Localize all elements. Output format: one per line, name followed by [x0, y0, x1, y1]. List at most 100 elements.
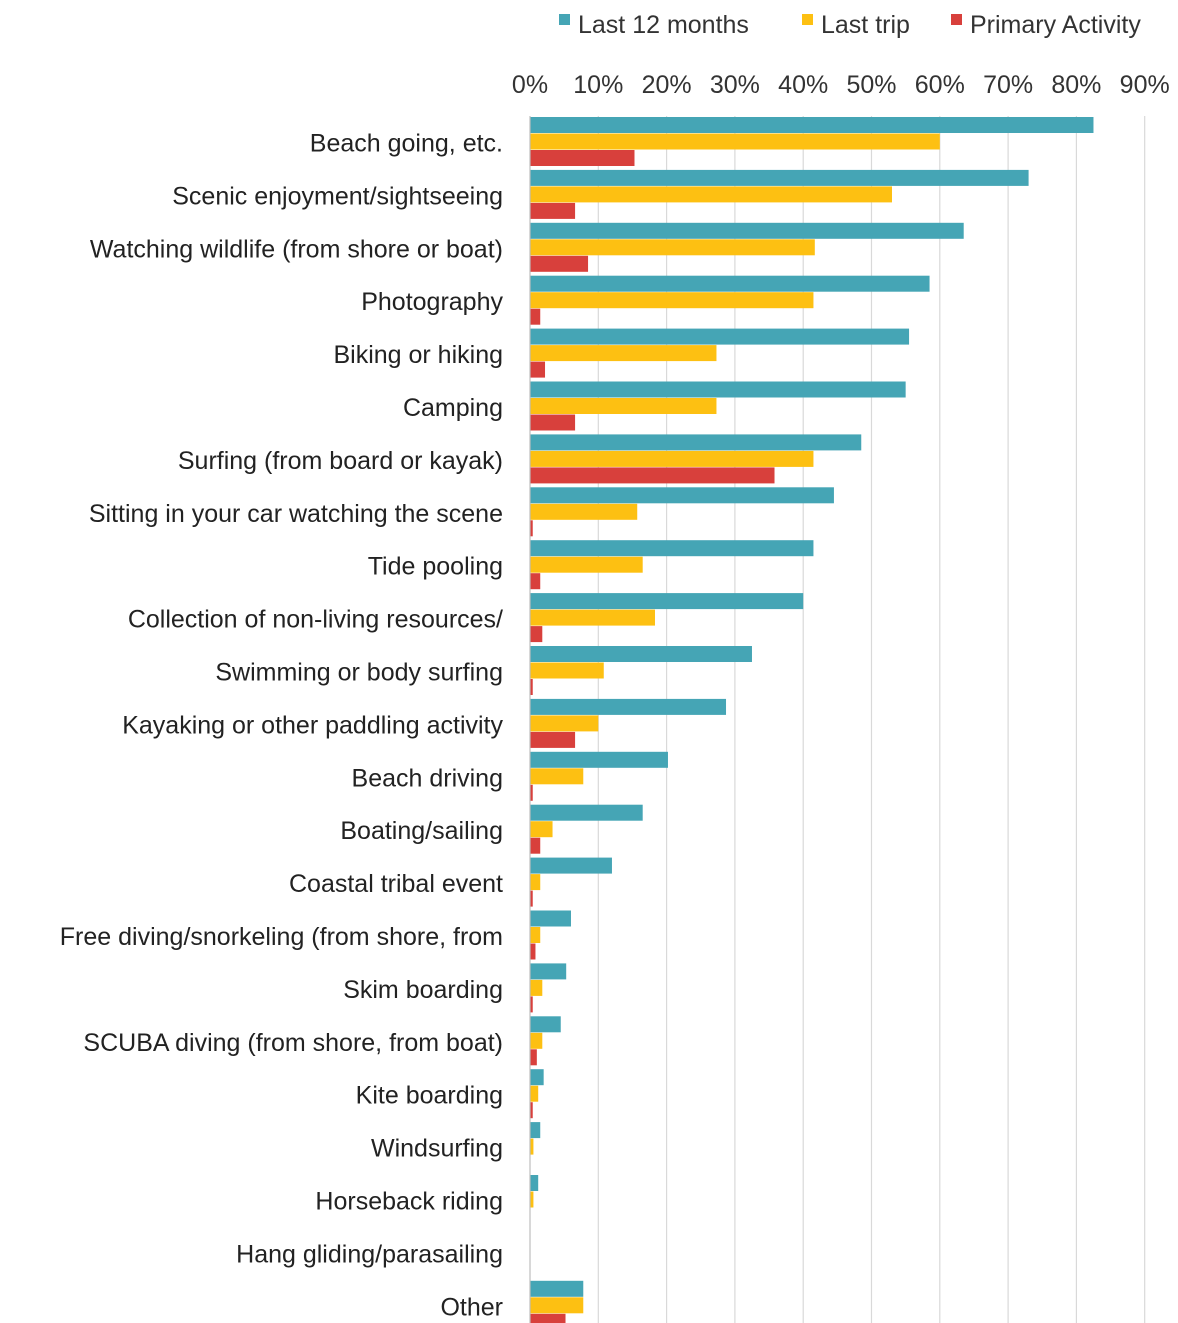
bar-last-12-months-boating-sailing	[530, 804, 643, 821]
bar-last-12-months-free-diving-snorkeling-from-shore-from	[530, 910, 571, 927]
x-tick-label-90: 90%	[1120, 71, 1170, 99]
bar-primary-activity-collection-of-non-living-resources	[530, 626, 543, 643]
x-tick-label-80: 80%	[1051, 71, 1101, 99]
bar-last-trip-collection-of-non-living-resources	[530, 609, 655, 626]
legend-swatch-last-12-months	[559, 14, 570, 25]
category-label-beach-going-etc: Beach going, etc.	[310, 129, 503, 157]
bar-primary-activity-beach-going-etc	[530, 150, 635, 166]
bar-last-12-months-swimming-or-body-surfing	[530, 646, 752, 662]
bar-last-trip-free-diving-snorkeling-from-shore-from	[530, 927, 541, 943]
legend-swatch-primary-activity	[951, 14, 962, 25]
bar-last-12-months-watching-wildlife-from-shore-or-boat	[530, 222, 964, 239]
bar-last-trip-swimming-or-body-surfing	[530, 662, 604, 679]
bar-primary-activity-watching-wildlife-from-shore-or-boat	[530, 255, 589, 272]
bar-last-12-months-kite-boarding	[530, 1069, 544, 1086]
category-label-kite-boarding: Kite boarding	[356, 1082, 503, 1110]
bar-primary-activity-free-diving-snorkeling-from-shore-from	[530, 943, 536, 960]
bar-last-trip-horseback-riding	[530, 1191, 534, 1208]
category-label-surfing-from-board-or-kayak: Surfing (from board or kayak)	[178, 447, 503, 475]
bar-primary-activity-coastal-tribal-event	[530, 890, 533, 907]
bar-last-trip-tide-pooling	[530, 556, 643, 573]
bar-last-trip-coastal-tribal-event	[530, 874, 541, 891]
bar-last-12-months-other	[530, 1280, 584, 1297]
category-label-tide-pooling: Tide pooling	[368, 553, 503, 581]
bar-last-12-months-horseback-riding	[530, 1175, 539, 1191]
bar-last-trip-scenic-enjoyment-sightseeing	[530, 186, 892, 203]
legend-swatch-last-trip	[802, 14, 813, 25]
bar-primary-activity-surfing-from-board-or-kayak	[530, 467, 775, 484]
bar-primary-activity-beach-driving	[530, 784, 533, 801]
bar-last-12-months-camping	[530, 381, 906, 398]
category-label-boating-sailing: Boating/sailing	[340, 817, 503, 845]
bar-last-trip-watching-wildlife-from-shore-or-boat	[530, 239, 815, 256]
bar-last-trip-scuba-diving-from-shore-from-boat	[530, 1032, 543, 1049]
category-label-scenic-enjoyment-sightseeing: Scenic enjoyment/sightseeing	[172, 182, 503, 210]
bar-last-trip-surfing-from-board-or-kayak	[530, 450, 814, 467]
legend: Last 12 months Last trip Primary Activity	[559, 11, 1141, 39]
bar-last-12-months-biking-or-hiking	[530, 328, 910, 345]
x-tick-label-50: 50%	[846, 71, 896, 99]
bar-last-trip-windsurfing	[530, 1138, 534, 1155]
bar-primary-activity-skim-boarding	[530, 996, 533, 1013]
x-tick-label-10: 10%	[573, 71, 623, 99]
x-tick-label-70: 70%	[983, 71, 1033, 99]
category-label-free-diving-snorkeling-from-shore-from: Free diving/snorkeling (from shore, from	[60, 923, 503, 951]
bar-last-12-months-beach-going-etc	[530, 117, 1094, 133]
bar-primary-activity-swimming-or-body-surfing	[530, 679, 533, 695]
category-label-sitting-in-your-car-watching-the-scene: Sitting in your car watching the scene	[89, 500, 503, 528]
category-label-coastal-tribal-event: Coastal tribal event	[289, 870, 503, 898]
x-tick-label-40: 40%	[778, 71, 828, 99]
category-label-biking-or-hiking: Biking or hiking	[333, 341, 503, 369]
category-label-photography: Photography	[361, 288, 503, 316]
bar-primary-activity-sitting-in-your-car-watching-the-scene	[530, 520, 533, 537]
bar-primary-activity-kite-boarding	[530, 1102, 533, 1119]
category-label-other: Other	[440, 1293, 503, 1321]
bar-last-12-months-photography	[530, 275, 930, 292]
category-label-horseback-riding: Horseback riding	[315, 1187, 503, 1215]
bar-last-12-months-coastal-tribal-event	[530, 857, 612, 874]
bar-primary-activity-photography	[530, 308, 541, 325]
bar-last-12-months-surfing-from-board-or-kayak	[530, 434, 862, 451]
category-label-watching-wildlife-from-shore-or-boat: Watching wildlife (from shore or boat)	[90, 235, 503, 263]
category-label-camping: Camping	[403, 394, 503, 422]
bar-last-trip-photography	[530, 292, 814, 309]
bar-last-trip-beach-going-etc	[530, 133, 940, 150]
bar-primary-activity-other	[530, 1313, 566, 1323]
bar-last-trip-kayaking-or-other-paddling-activity	[530, 715, 599, 732]
bar-last-trip-skim-boarding	[530, 979, 543, 996]
legend-label-primary-activity: Primary Activity	[970, 11, 1141, 39]
bar-last-12-months-scuba-diving-from-shore-from-boat	[530, 1016, 561, 1033]
bar-primary-activity-scuba-diving-from-shore-from-boat	[530, 1049, 537, 1066]
x-tick-label-20: 20%	[642, 71, 692, 99]
bar-last-trip-biking-or-hiking	[530, 345, 717, 362]
x-tick-label-60: 60%	[915, 71, 965, 99]
category-label-windsurfing: Windsurfing	[371, 1135, 503, 1163]
category-label-kayaking-or-other-paddling-activity: Kayaking or other paddling activity	[122, 711, 503, 739]
category-label-hang-gliding-parasailing: Hang gliding/parasailing	[236, 1240, 503, 1268]
category-label-skim-boarding: Skim boarding	[343, 976, 503, 1004]
x-tick-label-0: 0%	[512, 71, 548, 99]
legend-label-last-12-months: Last 12 months	[578, 11, 749, 39]
bar-last-12-months-collection-of-non-living-resources	[530, 593, 804, 610]
bar-last-trip-boating-sailing	[530, 821, 553, 838]
bar-last-12-months-sitting-in-your-car-watching-the-scene	[530, 487, 834, 504]
legend-label-last-trip: Last trip	[821, 11, 910, 39]
bar-last-trip-other	[530, 1297, 584, 1314]
category-label-swimming-or-body-surfing: Swimming or body surfing	[215, 658, 503, 686]
bar-last-trip-camping	[530, 398, 717, 414]
bar-last-12-months-beach-driving	[530, 751, 668, 768]
bar-last-trip-kite-boarding	[530, 1085, 539, 1102]
bar-last-12-months-scenic-enjoyment-sightseeing	[530, 169, 1029, 186]
bar-last-trip-sitting-in-your-car-watching-the-scene	[530, 503, 638, 520]
bar-primary-activity-scenic-enjoyment-sightseeing	[530, 202, 576, 219]
bar-primary-activity-biking-or-hiking	[530, 361, 546, 378]
bar-primary-activity-kayaking-or-other-paddling-activity	[530, 731, 576, 748]
category-label-collection-of-non-living-resources: Collection of non-living resources/	[128, 606, 503, 634]
bar-last-12-months-skim-boarding	[530, 963, 567, 980]
x-tick-label-30: 30%	[710, 71, 760, 99]
bar-last-12-months-kayaking-or-other-paddling-activity	[530, 698, 727, 715]
bar-primary-activity-boating-sailing	[530, 837, 541, 854]
category-label-scuba-diving-from-shore-from-boat: SCUBA diving (from shore, from boat)	[83, 1029, 503, 1057]
